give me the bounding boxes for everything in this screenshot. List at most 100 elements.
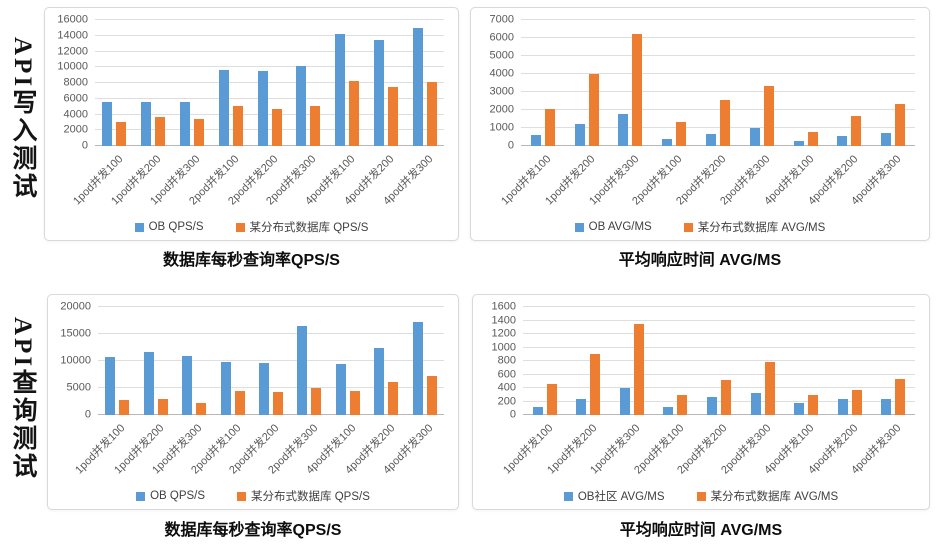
gridline (521, 37, 915, 38)
gridline (95, 50, 444, 52)
bar-series-2 (721, 380, 732, 415)
bar-group (406, 307, 444, 415)
bar-series-2 (895, 378, 906, 415)
bar-series-2 (851, 116, 862, 146)
legend-label: 某分布式数据库 QPS/S (249, 222, 369, 234)
y-axis-tick-label: 5000 (489, 49, 514, 62)
bar-groups (523, 307, 915, 415)
bar-group (328, 20, 367, 146)
bar-series-2 (349, 80, 360, 146)
bar-series-1 (794, 403, 805, 415)
bar-groups (98, 307, 444, 415)
bar-series-1 (837, 136, 848, 146)
bar-series-1 (412, 321, 423, 415)
bar-series-2 (193, 118, 204, 146)
bar-group (654, 307, 698, 415)
legend: OB社区 AVG/MS 某分布式数据库 AVG/MS (473, 483, 929, 509)
legend-item-series-2: 某分布式数据库 QPS/S (237, 488, 370, 504)
plot-area (523, 306, 915, 415)
bar-group (696, 20, 740, 146)
y-axis-tick-label: 8000 (63, 76, 88, 89)
gridline (95, 34, 444, 36)
bar-series-1 (532, 406, 543, 415)
x-axis-baseline (95, 145, 444, 146)
y-axis-tick-label: 10000 (57, 60, 88, 73)
bar-series-2 (271, 109, 282, 146)
y-axis-tick-label: 1000 (491, 341, 516, 353)
bar-series-1 (373, 40, 384, 146)
x-axis-baseline (98, 414, 444, 415)
bar-series-2 (807, 132, 818, 146)
legend-label: 某分布式数据库 AVG/MS (710, 491, 839, 503)
chart-write-avg-ms: 0 1000 2000 3000 4000 5000 6000 7000 1pod并发100 1p… (470, 7, 930, 241)
legend-label: OB QPS/S (148, 221, 204, 233)
gridline (523, 319, 915, 321)
y-axis-tick-label: 16000 (57, 13, 88, 26)
bar-series-2 (588, 74, 599, 146)
y-axis-tick-label: 0 (81, 139, 88, 152)
legend-swatch-icon (574, 222, 584, 232)
bar-series-2 (272, 391, 283, 415)
bar-groups (95, 20, 444, 146)
bar-series-1 (618, 113, 629, 146)
chart-title-write-avg-ms: 平均响应时间 AVG/MS (618, 252, 782, 269)
chart-query-qps: 0 5000 10000 15000 20000 1pod并发100 1pod并发200 1p… (47, 294, 459, 510)
bar-group (367, 307, 405, 415)
y-axis-tick-label: 0 (507, 139, 514, 152)
bar-series-2 (116, 122, 127, 146)
y-axis-tick-label: 3000 (489, 85, 514, 98)
bar-series-2 (426, 82, 437, 146)
bar-series-1 (576, 398, 587, 415)
bar-series-2 (311, 388, 322, 415)
legend-item-series-2: 某分布式数据库 AVG/MS (683, 219, 825, 235)
bar-series-1 (881, 399, 892, 415)
bar-series-1 (258, 362, 269, 415)
gridline (523, 400, 915, 402)
y-axis-tick-label: 6000 (63, 92, 88, 105)
bar-series-1 (218, 69, 229, 146)
bar-series-2 (426, 375, 437, 415)
bar-series-2 (310, 106, 321, 146)
y-axis: 0 200 400 600 800 1000 1200 1400 1600 (479, 301, 523, 420)
bar-group (405, 20, 444, 146)
bar-series-1 (530, 135, 541, 146)
bar-series-1 (707, 397, 718, 415)
row-label-api-query-test: API查询测试 (9, 316, 36, 482)
y-axis-tick-label: 20000 (60, 300, 91, 313)
bar-series-2 (544, 109, 555, 146)
bar-group (565, 20, 609, 146)
bar-series-2 (546, 384, 557, 415)
y-axis-tick-label: 400 (497, 381, 516, 394)
y-axis-tick-label: 10000 (60, 354, 91, 367)
x-axis: 1pod并发100 1pod并发200 1pod并发300 2pod并发100 2pod… (73, 415, 444, 483)
bar-series-1 (335, 34, 346, 146)
chart-write-qps: 0 2000 4000 6000 8000 10000 12000 14000 16000 1po… (44, 7, 459, 241)
bar-series-2 (196, 403, 207, 415)
bar-series-2 (763, 85, 774, 146)
bar-series-1 (102, 101, 113, 146)
bar-series-2 (232, 105, 243, 146)
y-axis-tick-label: 2000 (63, 123, 88, 136)
gridline (521, 109, 915, 110)
legend-swatch-icon (136, 491, 146, 501)
bar-group (134, 20, 173, 146)
legend-item-series-2: 某分布式数据库 AVG/MS (696, 488, 839, 504)
bar-group (523, 307, 567, 415)
bar-series-1 (335, 364, 346, 415)
y-axis-tick-label: 1600 (491, 300, 516, 313)
gridline (521, 73, 915, 74)
y-axis: 0 5000 10000 15000 20000 (54, 301, 98, 420)
y-axis-tick-label: 200 (497, 395, 516, 407)
plot-row: 0 2000 4000 6000 8000 10000 12000 14000 16000 (45, 8, 458, 151)
bar-group (175, 307, 213, 415)
bar-series-1 (412, 27, 423, 146)
bar-series-1 (374, 348, 385, 415)
bar-series-2 (157, 399, 168, 415)
bar-group (609, 20, 653, 146)
bar-series-2 (720, 100, 731, 146)
bar-series-2 (590, 354, 601, 415)
legend-swatch-icon (134, 222, 144, 232)
gridline (523, 346, 915, 348)
y-axis-tick-label: 6000 (489, 31, 514, 44)
